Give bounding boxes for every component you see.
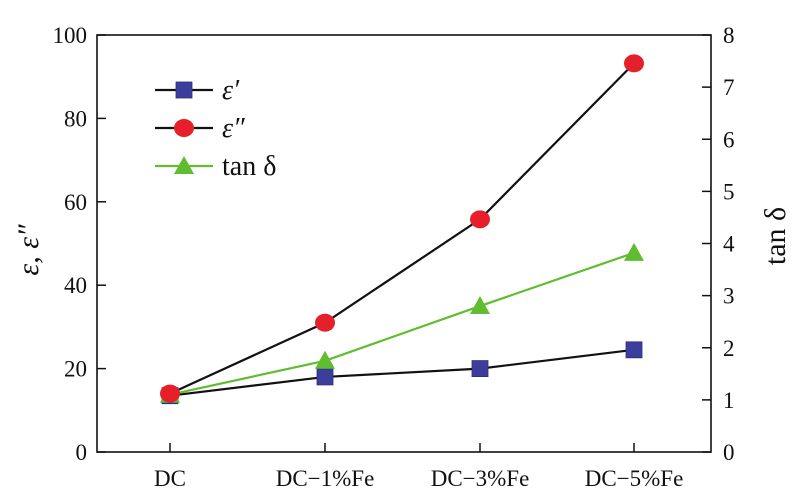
y-tick-label: 80 bbox=[64, 106, 87, 131]
x-tick-label: DC−1%Fe bbox=[276, 466, 375, 491]
data-point bbox=[624, 54, 644, 73]
y2-tick-label: 4 bbox=[723, 232, 735, 257]
y2-tick-label: 3 bbox=[723, 284, 735, 309]
y2-tick-label: 5 bbox=[723, 179, 735, 204]
y-tick-label: 20 bbox=[64, 357, 87, 382]
x-tick-label: DC bbox=[154, 466, 186, 491]
y2-tick-label: 8 bbox=[723, 23, 735, 48]
data-point bbox=[160, 384, 180, 403]
data-point bbox=[470, 210, 490, 229]
data-point bbox=[625, 341, 643, 359]
y2-tick-label: 6 bbox=[723, 127, 735, 152]
y-tick-label: 60 bbox=[64, 190, 87, 215]
data-point bbox=[315, 313, 335, 332]
series-line bbox=[169, 62, 635, 395]
legend-marker bbox=[174, 156, 194, 174]
y-axis-title: ε, ε″ bbox=[12, 224, 45, 276]
y2-tick-label: 1 bbox=[723, 388, 735, 413]
legend-marker bbox=[175, 81, 193, 99]
data-point bbox=[471, 360, 489, 378]
series-line bbox=[169, 348, 635, 397]
x-tick-label: DC−5%Fe bbox=[585, 466, 684, 491]
y-tick-label: 100 bbox=[53, 23, 88, 48]
legend-label: ε″ bbox=[222, 113, 245, 144]
series-line bbox=[169, 251, 635, 396]
data-point bbox=[624, 242, 644, 261]
data-point bbox=[315, 350, 335, 369]
y-tick-label: 40 bbox=[64, 273, 87, 298]
y2-tick-label: 2 bbox=[723, 336, 735, 361]
y-tick-label: 0 bbox=[76, 440, 88, 465]
y2-tick-label: 7 bbox=[723, 75, 735, 100]
x-tick-label: DC−3%Fe bbox=[431, 466, 530, 491]
data-point bbox=[470, 296, 490, 315]
data-point bbox=[316, 368, 334, 386]
legend-label: ε′ bbox=[222, 75, 240, 106]
y2-tick-label: 0 bbox=[723, 440, 735, 465]
legend-marker bbox=[174, 119, 194, 137]
y2-axis-title: tan δ bbox=[759, 207, 792, 265]
legend-label: tan δ bbox=[222, 151, 276, 182]
